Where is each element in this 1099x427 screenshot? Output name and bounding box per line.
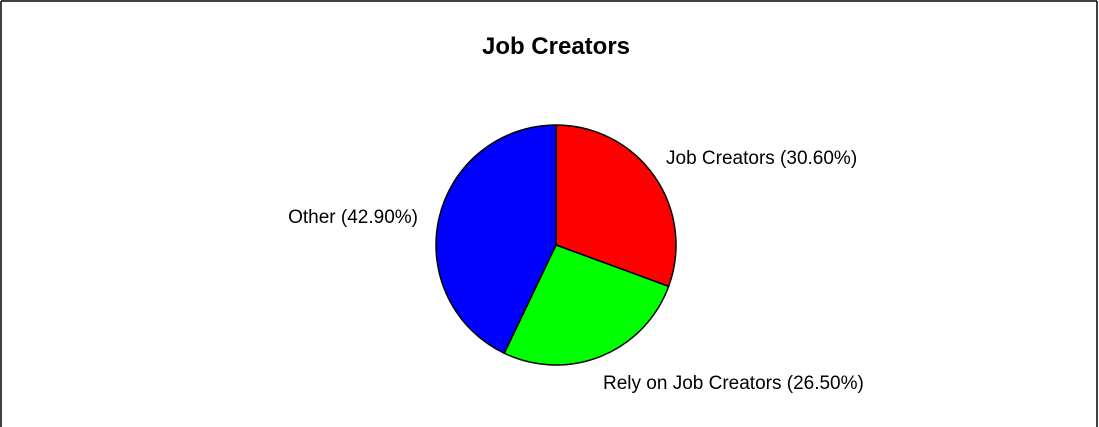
pie-slice <box>555 124 677 288</box>
pie-slices <box>435 124 677 366</box>
pie-slice <box>435 124 557 355</box>
slice-label: Other (42.90%) <box>288 207 418 228</box>
slice-label: Rely on Job Creators (26.50%) <box>603 373 864 394</box>
slice-label: Job Creators (30.60%) <box>666 148 857 169</box>
chart-title: Job Creators <box>482 33 630 60</box>
pie-slice <box>503 244 670 366</box>
pie-labels: Job Creators (30.60%) Rely on Job Creator… <box>288 148 864 394</box>
